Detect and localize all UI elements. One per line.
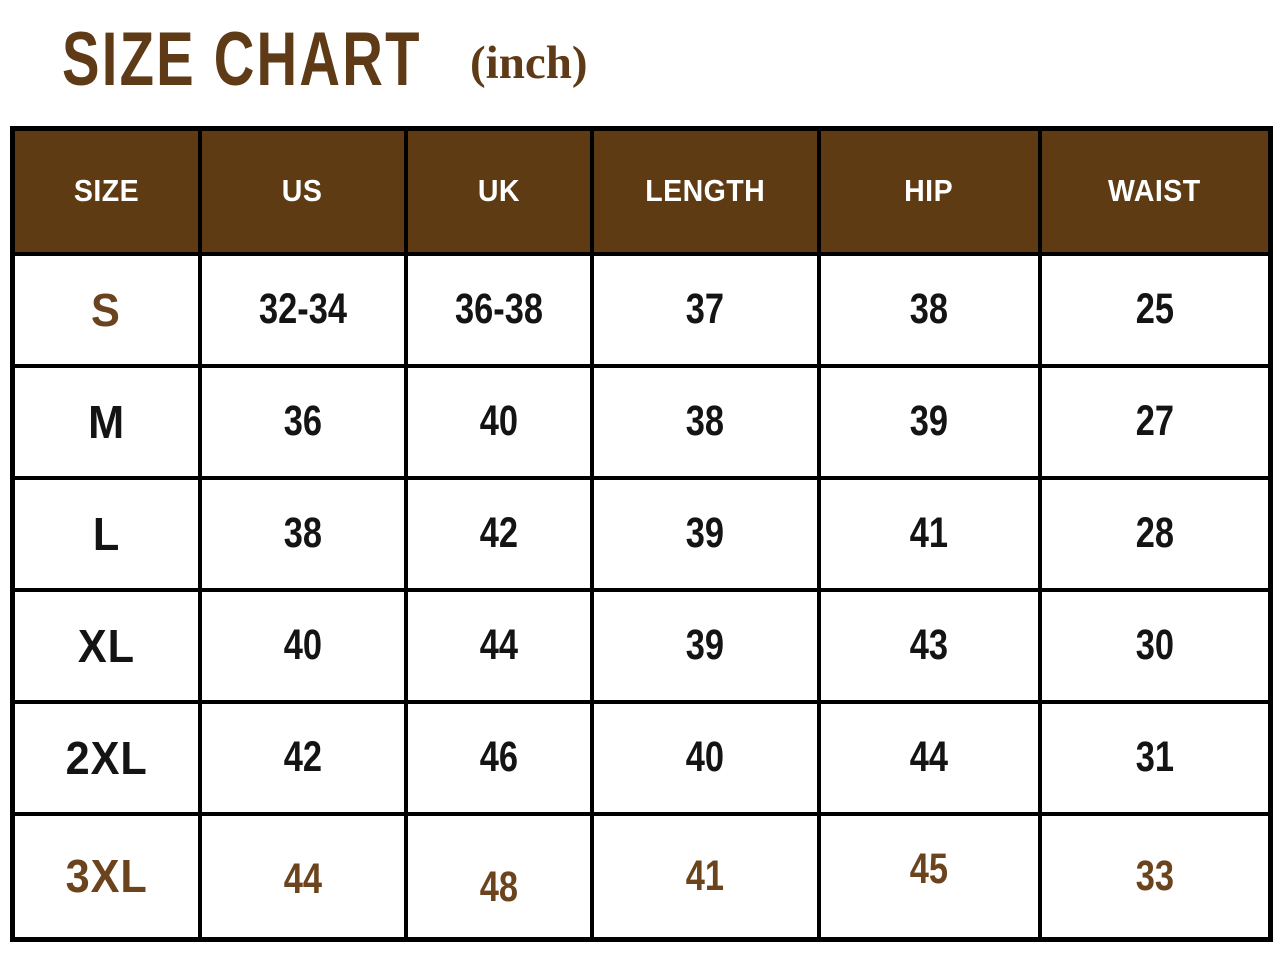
column-header-waist: WAIST [1037, 126, 1273, 256]
value-cell: 37 [589, 251, 821, 368]
column-header-size: SIZE [10, 126, 202, 256]
size-chart-table: SIZE US UK LENGTH HIP WAIST S 32-34 36-38 37 38 25… [10, 126, 1273, 942]
value-cell: 42 [403, 475, 594, 592]
table-row-m: M 36 40 38 39 27 [10, 363, 1273, 480]
value-cell: 25 [1037, 251, 1273, 368]
table-row-3xl: 3XL 44 48 41 45 33 [10, 811, 1273, 942]
value-cell: 42 [197, 699, 408, 816]
size-label-cell: M [10, 363, 202, 480]
table-row-l: L 38 42 39 41 28 [10, 475, 1273, 592]
header-row: SIZE US UK LENGTH HIP WAIST [10, 126, 1273, 256]
value-cell: 44 [403, 587, 594, 704]
value-cell: 30 [1037, 587, 1273, 704]
value-cell: 27 [1037, 363, 1273, 480]
value-cell: 39 [589, 475, 821, 592]
title-text: SIZE CHART [62, 17, 422, 102]
column-header-hip: HIP [816, 126, 1042, 256]
value-cell: 43 [816, 587, 1042, 704]
column-header-length: LENGTH [589, 126, 821, 256]
value-cell: 41 [816, 475, 1042, 592]
size-label-cell: 2XL [10, 699, 202, 816]
value-cell: 38 [816, 251, 1042, 368]
table-row-s: S 32-34 36-38 37 38 25 [10, 251, 1273, 368]
value-cell: 45 [816, 811, 1042, 942]
size-label-cell: XL [10, 587, 202, 704]
column-header-us: US [197, 126, 408, 256]
table-body: S 32-34 36-38 37 38 25 M 36 40 38 39 27 L 38 42 39 41 28 X… [10, 251, 1273, 942]
table-row-xl: XL 40 44 39 43 30 [10, 587, 1273, 704]
value-cell: 31 [1037, 699, 1273, 816]
column-header-uk: UK [403, 126, 594, 256]
size-label-cell: L [10, 475, 202, 592]
value-cell: 28 [1037, 475, 1273, 592]
value-cell: 40 [197, 587, 408, 704]
value-cell: 39 [816, 363, 1042, 480]
value-cell: 36-38 [403, 251, 594, 368]
value-cell: 41 [589, 811, 821, 942]
page-title: SIZE CHART (inch) [62, 17, 762, 102]
table-row-2xl: 2XL 42 46 40 44 31 [10, 699, 1273, 816]
value-cell: 48 [403, 811, 594, 942]
value-cell: 38 [197, 475, 408, 592]
value-cell: 40 [403, 363, 594, 480]
size-label-cell: 3XL [10, 811, 202, 942]
value-cell: 46 [403, 699, 594, 816]
value-cell: 36 [197, 363, 408, 480]
value-cell: 40 [589, 699, 821, 816]
value-cell: 33 [1037, 811, 1273, 942]
size-label-cell: S [10, 251, 202, 368]
value-cell: 39 [589, 587, 821, 704]
title-unit-label: (inch) [470, 37, 588, 89]
value-cell: 44 [197, 811, 408, 942]
value-cell: 38 [589, 363, 821, 480]
value-cell: 44 [816, 699, 1042, 816]
value-cell: 32-34 [197, 251, 408, 368]
